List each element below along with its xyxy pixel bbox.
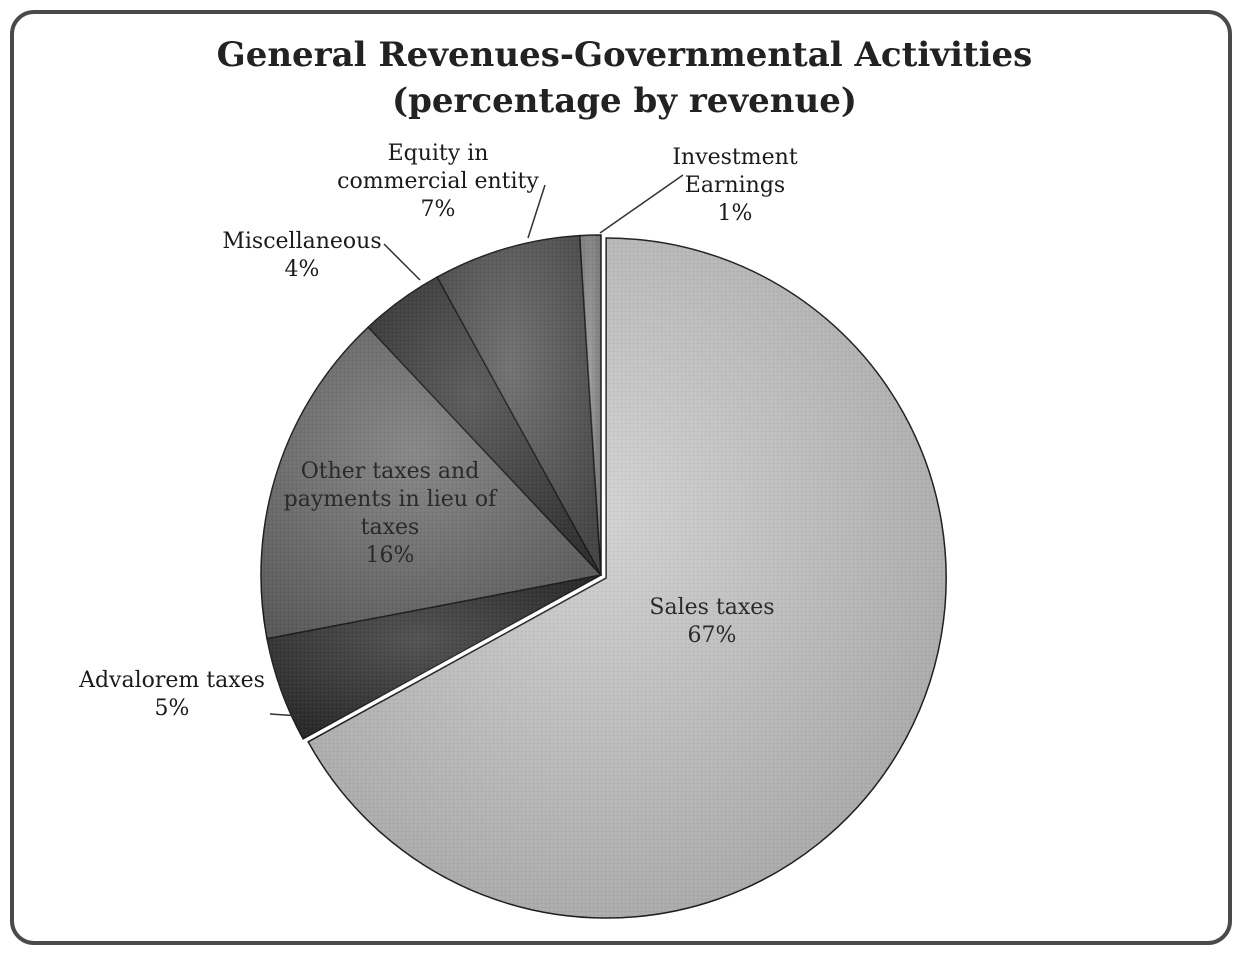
leader-line: [599, 174, 684, 234]
slice-label: Advalorem taxes 5%: [78, 668, 265, 721]
slice-label-line: Other taxes and: [301, 459, 480, 484]
slice-label: Miscellaneous 4%: [222, 229, 381, 282]
slice-label: Sales taxes 67%: [649, 595, 774, 648]
pie-slice-texture: [368, 277, 601, 575]
slice-label-line: commercial entity: [337, 169, 539, 194]
pie-slice-group: [367, 276, 602, 576]
slice-label-line: Sales taxes: [649, 595, 774, 620]
pie-slice-group: [266, 574, 602, 740]
chart-title: General Revenues-Governmental Activities: [216, 35, 1033, 75]
slice-label-line: 4%: [285, 257, 320, 282]
pie-slice-group: [578, 234, 602, 576]
pie-slice-group: [307, 237, 947, 919]
slice-label: Equity in commercial entity 7%: [337, 141, 539, 222]
chart-subtitle: (percentage by revenue): [392, 81, 857, 121]
slice-label-line: 1%: [718, 201, 753, 226]
slice-label-line: 67%: [688, 623, 737, 648]
slice-label-line: Investment: [672, 145, 797, 170]
pie-slice-texture: [579, 235, 601, 575]
slice-label-line: 5%: [155, 696, 190, 721]
leader-line: [269, 713, 301, 717]
slice-label-line: Earnings: [685, 173, 785, 198]
pie-slice-texture: [308, 238, 947, 919]
leader-line: [527, 184, 546, 239]
pie-slice-texture: [437, 235, 601, 576]
slice-label: Investment Earnings 1%: [672, 145, 797, 226]
slice-label-line: Equity in: [388, 141, 489, 166]
slice-label-line: Miscellaneous: [222, 229, 381, 254]
slice-label-line: payments in lieu of: [284, 487, 498, 512]
slice-label-line: 7%: [421, 197, 456, 222]
leader-line: [383, 243, 421, 281]
pie-slice-texture: [260, 327, 601, 639]
pie-slice-texture: [267, 575, 601, 739]
slice-label-line: taxes: [361, 515, 420, 540]
slice-label-line: 16%: [366, 543, 415, 568]
pie-slice-group: [436, 234, 602, 576]
pie-slice-group: [260, 326, 603, 640]
slice-label-line: Advalorem taxes: [78, 668, 265, 693]
slice-label: Other taxes and payments in lieu of taxes 1…: [284, 459, 498, 568]
